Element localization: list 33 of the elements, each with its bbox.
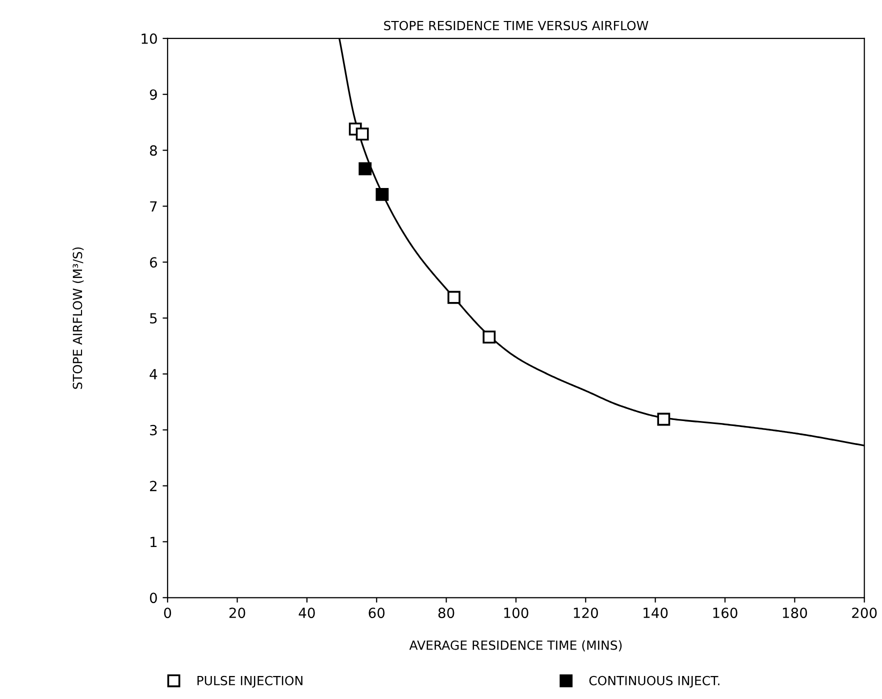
y-tick-label: 3: [150, 424, 157, 436]
x-tick-label: 0: [164, 608, 172, 618]
y-tick-label: 0: [150, 592, 157, 604]
y-tick-label: 6: [150, 257, 157, 268]
y-tick-label: 10: [142, 33, 157, 44]
chart-title: STOPE RESIDENCE TIME VERSUS AIRFLOW: [384, 20, 648, 30]
y-tick-label: 7: [150, 201, 157, 212]
x-tick-label: 180: [782, 608, 808, 618]
x-tick-label: 40: [298, 608, 315, 618]
x-tick-label: 100: [504, 608, 528, 618]
x-tick-label: 160: [713, 608, 738, 618]
x-tick-label: 60: [368, 608, 385, 618]
legend-label: CONTINUOUS INJECT.: [589, 676, 720, 688]
point: [356, 128, 369, 141]
y-tick-label: 1: [150, 536, 157, 547]
x-tick-label: 200: [852, 608, 877, 618]
y-tick-label: 5: [150, 313, 157, 324]
point: [482, 330, 496, 344]
x-axis-title: AVERAGE RESIDENCE TIME (MINS): [409, 640, 622, 652]
y-tick-label: 2: [150, 480, 156, 492]
legend-label: PULSE INJECTION: [198, 676, 302, 688]
y-tick-label: 8: [150, 145, 157, 156]
point: [657, 412, 670, 426]
point: [376, 188, 389, 201]
y-tick-label: 4: [150, 369, 158, 380]
point: [358, 162, 372, 176]
point: [447, 290, 460, 304]
x-tick-label: 140: [644, 608, 668, 618]
y-tick-label: 9: [150, 89, 157, 100]
y-axis-title: STOPE AIRFLOW (M³/S): [72, 247, 84, 389]
x-tick-label: 80: [438, 608, 454, 618]
x-tick-label: 20: [229, 608, 246, 618]
x-tick-label: 120: [574, 608, 598, 618]
